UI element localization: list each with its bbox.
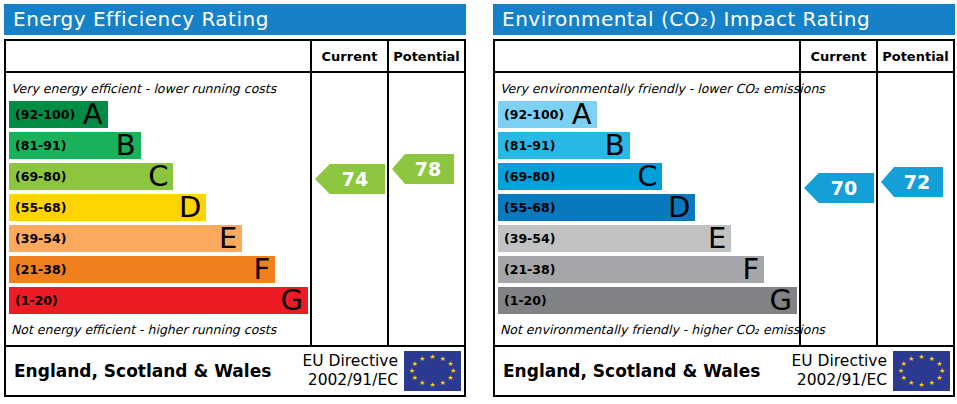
current-rating-arrow: 70 bbox=[804, 173, 874, 203]
current-rating-column: 74 bbox=[310, 73, 387, 345]
band-letter: G bbox=[281, 286, 303, 313]
band-range: (69-80) bbox=[9, 169, 66, 184]
top-caption: Very environmentally friendly - lower CO… bbox=[495, 81, 799, 96]
energy-efficiency-panel: Energy Efficiency Rating Current Potenti… bbox=[4, 4, 466, 404]
potential-rating-column: 72 bbox=[876, 73, 953, 345]
potential-rating-arrow: 72 bbox=[881, 167, 943, 197]
band-c: (69-80) C bbox=[9, 163, 173, 190]
eu-flag-icon: ★★★★★★★★★★★★ bbox=[404, 351, 461, 391]
band-letter: E bbox=[708, 224, 726, 251]
column-header-row: Current Potential bbox=[6, 41, 464, 73]
band-letter: G bbox=[770, 286, 792, 313]
band-range: (81-91) bbox=[9, 138, 66, 153]
band-letter: A bbox=[572, 100, 592, 127]
band-c: (69-80) C bbox=[498, 163, 662, 190]
environmental-rating-table: Current Potential Very environmentally f… bbox=[493, 39, 955, 397]
band-range: (39-54) bbox=[498, 231, 555, 246]
energy-panel-title: Energy Efficiency Rating bbox=[4, 4, 466, 35]
potential-column-header: Potential bbox=[876, 41, 953, 71]
rating-scale-area: Very energy efficient - lower running co… bbox=[6, 73, 464, 345]
potential-column-header: Potential bbox=[387, 41, 464, 71]
epc-rating-page: Energy Efficiency Rating Current Potenti… bbox=[0, 0, 957, 404]
band-e: (39-54) E bbox=[9, 225, 242, 252]
eu-flag-icon: ★★★★★★★★★★★★ bbox=[893, 351, 950, 391]
band-a: (92-100) A bbox=[498, 101, 597, 128]
band-letter: B bbox=[605, 131, 625, 158]
band-letter: B bbox=[116, 131, 136, 158]
band-range: (92-100) bbox=[9, 107, 75, 122]
current-rating-value: 70 bbox=[821, 177, 857, 199]
region-label: England, Scotland & Wales bbox=[6, 361, 303, 381]
band-range: (1-20) bbox=[498, 293, 547, 308]
band-f: (21-38) F bbox=[498, 256, 764, 283]
band-list: (92-100) A (81-91) B (69-80) C (55-68) bbox=[498, 101, 797, 318]
band-a: (92-100) A bbox=[9, 101, 108, 128]
footer-row: England, Scotland & Wales EU Directive 2… bbox=[6, 345, 464, 395]
band-g: (1-20) G bbox=[498, 287, 797, 314]
band-range: (92-100) bbox=[498, 107, 564, 122]
current-rating-value: 74 bbox=[332, 168, 368, 190]
eu-directive-label: EU Directive 2002/91/EC bbox=[303, 352, 405, 389]
column-header-row: Current Potential bbox=[495, 41, 953, 73]
band-letter: E bbox=[219, 224, 237, 251]
band-d: (55-68) D bbox=[9, 194, 206, 221]
band-letter: F bbox=[253, 255, 270, 282]
bottom-caption: Not environmentally friendly - higher CO… bbox=[495, 322, 799, 337]
band-range: (1-20) bbox=[9, 293, 58, 308]
band-f: (21-38) F bbox=[9, 256, 275, 283]
band-column: Very environmentally friendly - lower CO… bbox=[495, 73, 799, 345]
current-column-header: Current bbox=[310, 41, 387, 71]
environmental-panel-title: Environmental (CO₂) Impact Rating bbox=[493, 4, 955, 35]
current-rating-arrow: 74 bbox=[315, 164, 385, 194]
current-column-header: Current bbox=[799, 41, 876, 71]
environmental-impact-panel: Environmental (CO₂) Impact Rating Curren… bbox=[493, 4, 955, 404]
bottom-caption: Not energy efficient - higher running co… bbox=[6, 322, 310, 337]
footer-row: England, Scotland & Wales EU Directive 2… bbox=[495, 345, 953, 395]
current-rating-column: 70 bbox=[799, 73, 876, 345]
band-letter: F bbox=[742, 255, 759, 282]
band-letter: C bbox=[637, 162, 657, 189]
band-column: Very energy efficient - lower running co… bbox=[6, 73, 310, 345]
energy-rating-table: Current Potential Very energy efficient … bbox=[4, 39, 466, 397]
potential-rating-value: 78 bbox=[405, 158, 441, 180]
band-range: (55-68) bbox=[498, 200, 555, 215]
potential-rating-column: 78 bbox=[387, 73, 464, 345]
potential-rating-arrow: 78 bbox=[392, 154, 454, 184]
band-b: (81-91) B bbox=[498, 132, 630, 159]
header-spacer-cell bbox=[6, 41, 310, 71]
band-range: (39-54) bbox=[9, 231, 66, 246]
band-letter: A bbox=[83, 100, 103, 127]
band-g: (1-20) G bbox=[9, 287, 308, 314]
band-d: (55-68) D bbox=[498, 194, 695, 221]
band-letter: C bbox=[148, 162, 168, 189]
eu-directive-label: EU Directive 2002/91/EC bbox=[792, 352, 894, 389]
band-list: (92-100) A (81-91) B (69-80) C (55-68) bbox=[9, 101, 308, 318]
potential-rating-value: 72 bbox=[894, 171, 930, 193]
band-range: (21-38) bbox=[498, 262, 555, 277]
top-caption: Very energy efficient - lower running co… bbox=[6, 81, 310, 96]
band-range: (21-38) bbox=[9, 262, 66, 277]
band-letter: D bbox=[668, 193, 690, 220]
band-e: (39-54) E bbox=[498, 225, 731, 252]
header-spacer-cell bbox=[495, 41, 799, 71]
rating-scale-area: Very environmentally friendly - lower CO… bbox=[495, 73, 953, 345]
band-range: (69-80) bbox=[498, 169, 555, 184]
band-letter: D bbox=[179, 193, 201, 220]
band-b: (81-91) B bbox=[9, 132, 141, 159]
band-range: (81-91) bbox=[498, 138, 555, 153]
region-label: England, Scotland & Wales bbox=[495, 361, 792, 381]
band-range: (55-68) bbox=[9, 200, 66, 215]
